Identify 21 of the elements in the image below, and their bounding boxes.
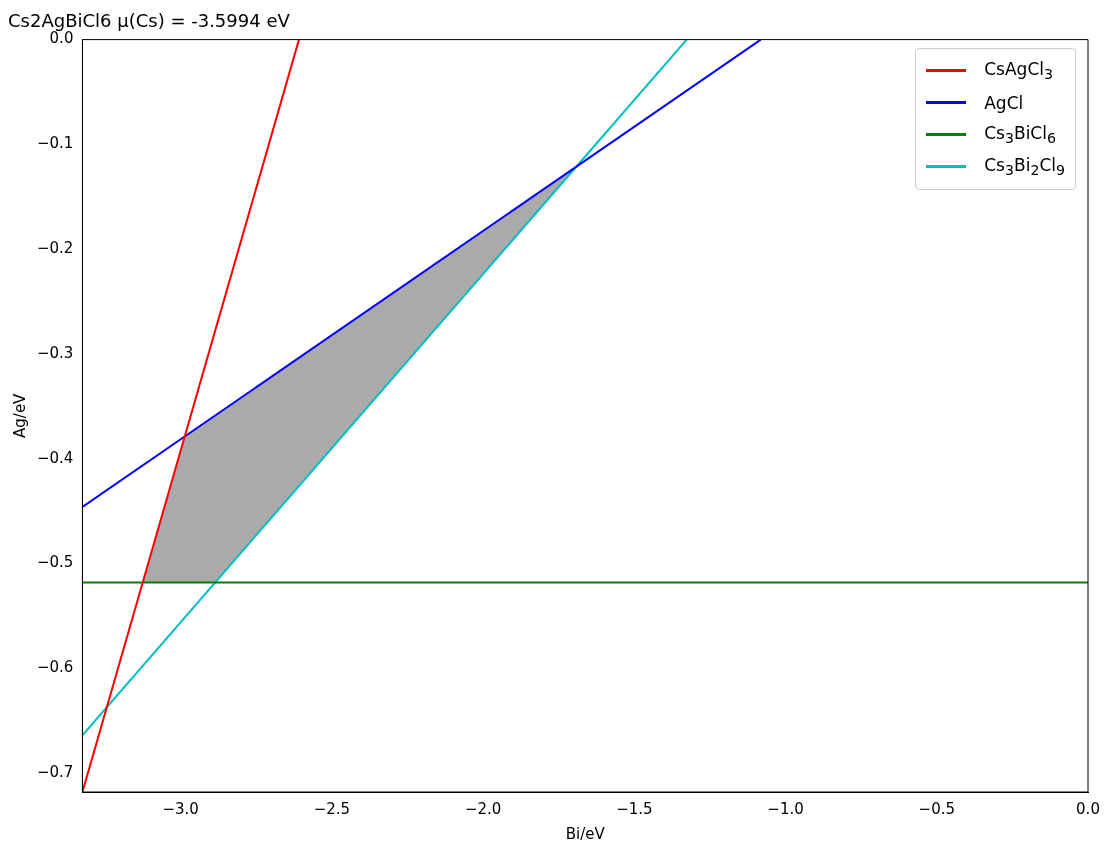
legend-label: Cs$_{3}$Bi$_{2}$Cl$_{9}$ [984, 154, 1065, 179]
chart-title: Cs2AgBiCl6 μ(Cs) = -3.5994 eV [8, 10, 291, 32]
y-tick-label: −0.6 [36, 658, 74, 677]
x-tick-label: 0.0 [1076, 799, 1100, 818]
x-tick-label: −1.0 [767, 799, 804, 818]
x-tick-label: −2.0 [464, 799, 502, 818]
legend-label: Cs$_{3}$BiCl$_{6}$ [984, 122, 1056, 147]
x-tick-label: −3.0 [162, 799, 199, 818]
x-axis-title: Bi/eV [565, 824, 606, 843]
x-tick-label: −0.5 [918, 799, 955, 818]
y-tick-label: −0.7 [36, 763, 74, 782]
x-tick-label: −2.5 [313, 799, 351, 818]
legend-label: CsAgCl$_{3}$ [984, 58, 1053, 83]
y-axis-title: Ag/eV [10, 392, 29, 438]
y-tick-label: −0.2 [36, 239, 74, 258]
x-tick-label: −1.5 [616, 799, 653, 818]
y-tick-label: −0.3 [36, 343, 74, 362]
y-tick-label: −0.1 [36, 134, 74, 153]
y-tick-label: −0.4 [36, 448, 74, 467]
legend-label: AgCl [984, 92, 1024, 113]
y-tick-label: −0.5 [36, 553, 74, 572]
